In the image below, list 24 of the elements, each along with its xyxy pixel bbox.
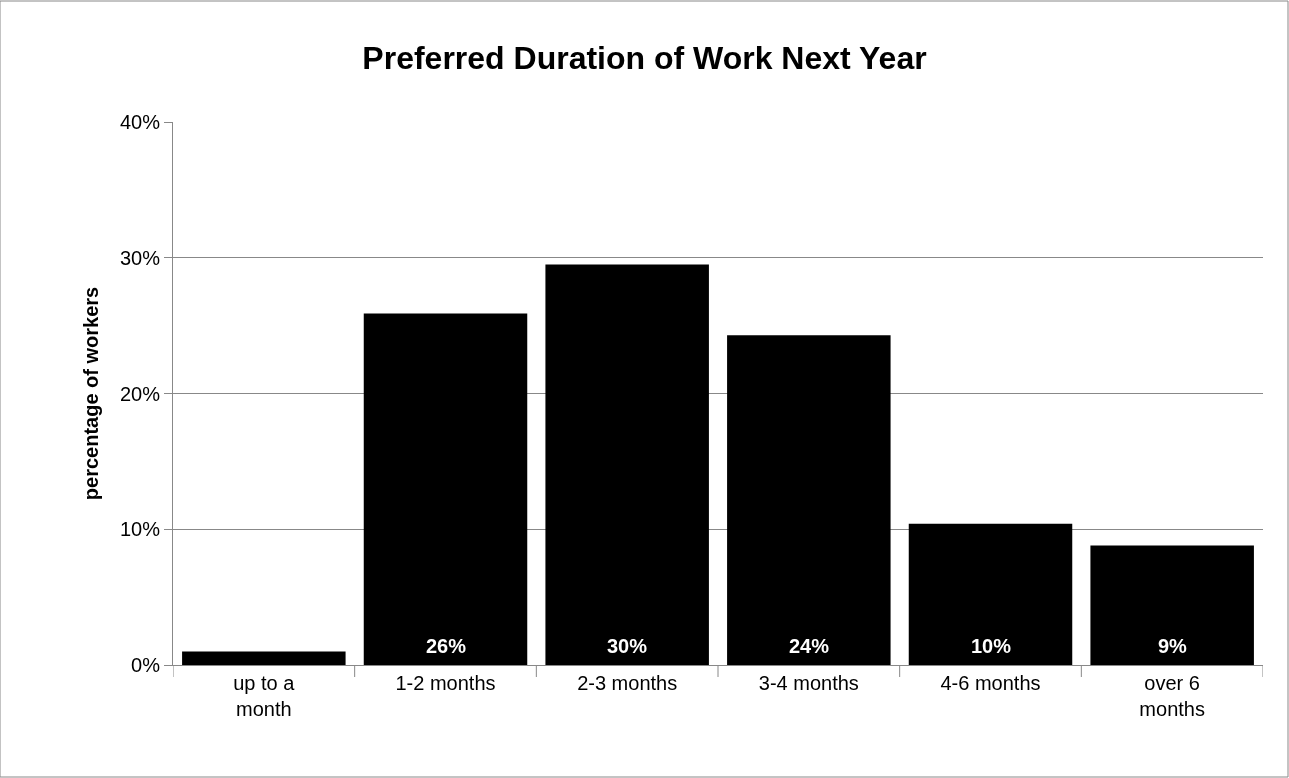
x-tick-label: up to a month	[233, 672, 296, 720]
x-tick-label: 3-4 months	[758, 672, 859, 694]
y-axis-title: percentage of workers	[80, 286, 103, 501]
bar	[182, 651, 346, 665]
y-tick-label: 20%	[119, 382, 161, 405]
data-label: 24%	[789, 635, 830, 657]
bar	[727, 335, 891, 665]
y-tick-label: 0%	[131, 654, 161, 676]
x-tick-label: 2-3 months	[577, 672, 678, 694]
data-label: 10%	[971, 635, 1012, 657]
bar	[545, 264, 709, 665]
data-label: 9%	[1158, 635, 1188, 657]
data-label: 26%	[426, 635, 467, 657]
y-tick-label: 30%	[119, 246, 161, 269]
x-tick-label: 1-2 months	[395, 672, 496, 694]
x-tick-label: 4-6 months	[940, 672, 1041, 694]
bar	[1090, 545, 1254, 665]
bar	[363, 313, 528, 665]
y-tick-label: 40%	[119, 111, 161, 133]
y-tick-label: 10%	[119, 518, 161, 541]
x-tick-label: over 6 months	[1139, 672, 1205, 720]
bar	[908, 523, 1073, 665]
chart-title: Preferred Duration of Work Next Year	[362, 40, 927, 77]
data-label: 30%	[607, 635, 648, 657]
